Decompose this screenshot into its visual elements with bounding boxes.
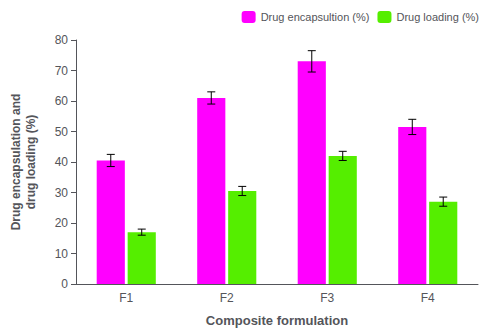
svg-text:F1: F1 — [119, 291, 133, 305]
svg-text:F4: F4 — [421, 291, 435, 305]
svg-text:Drug encapsulation and: Drug encapsulation and — [9, 94, 23, 231]
svg-text:30: 30 — [55, 186, 69, 200]
svg-text:70: 70 — [55, 64, 69, 78]
svg-text:drug loading (%): drug loading (%) — [24, 115, 38, 210]
svg-text:Drug encapsultion (%): Drug encapsultion (%) — [261, 11, 370, 23]
svg-text:20: 20 — [55, 216, 69, 230]
svg-text:Composite formulation: Composite formulation — [206, 313, 348, 328]
svg-text:40: 40 — [55, 155, 69, 169]
svg-text:F2: F2 — [220, 291, 234, 305]
svg-text:50: 50 — [55, 125, 69, 139]
svg-text:0: 0 — [61, 277, 68, 291]
svg-text:F3: F3 — [320, 291, 334, 305]
svg-text:80: 80 — [55, 33, 69, 47]
svg-text:Drug loading (%): Drug loading (%) — [396, 11, 479, 23]
svg-text:60: 60 — [55, 94, 69, 108]
svg-text:10: 10 — [55, 247, 69, 261]
